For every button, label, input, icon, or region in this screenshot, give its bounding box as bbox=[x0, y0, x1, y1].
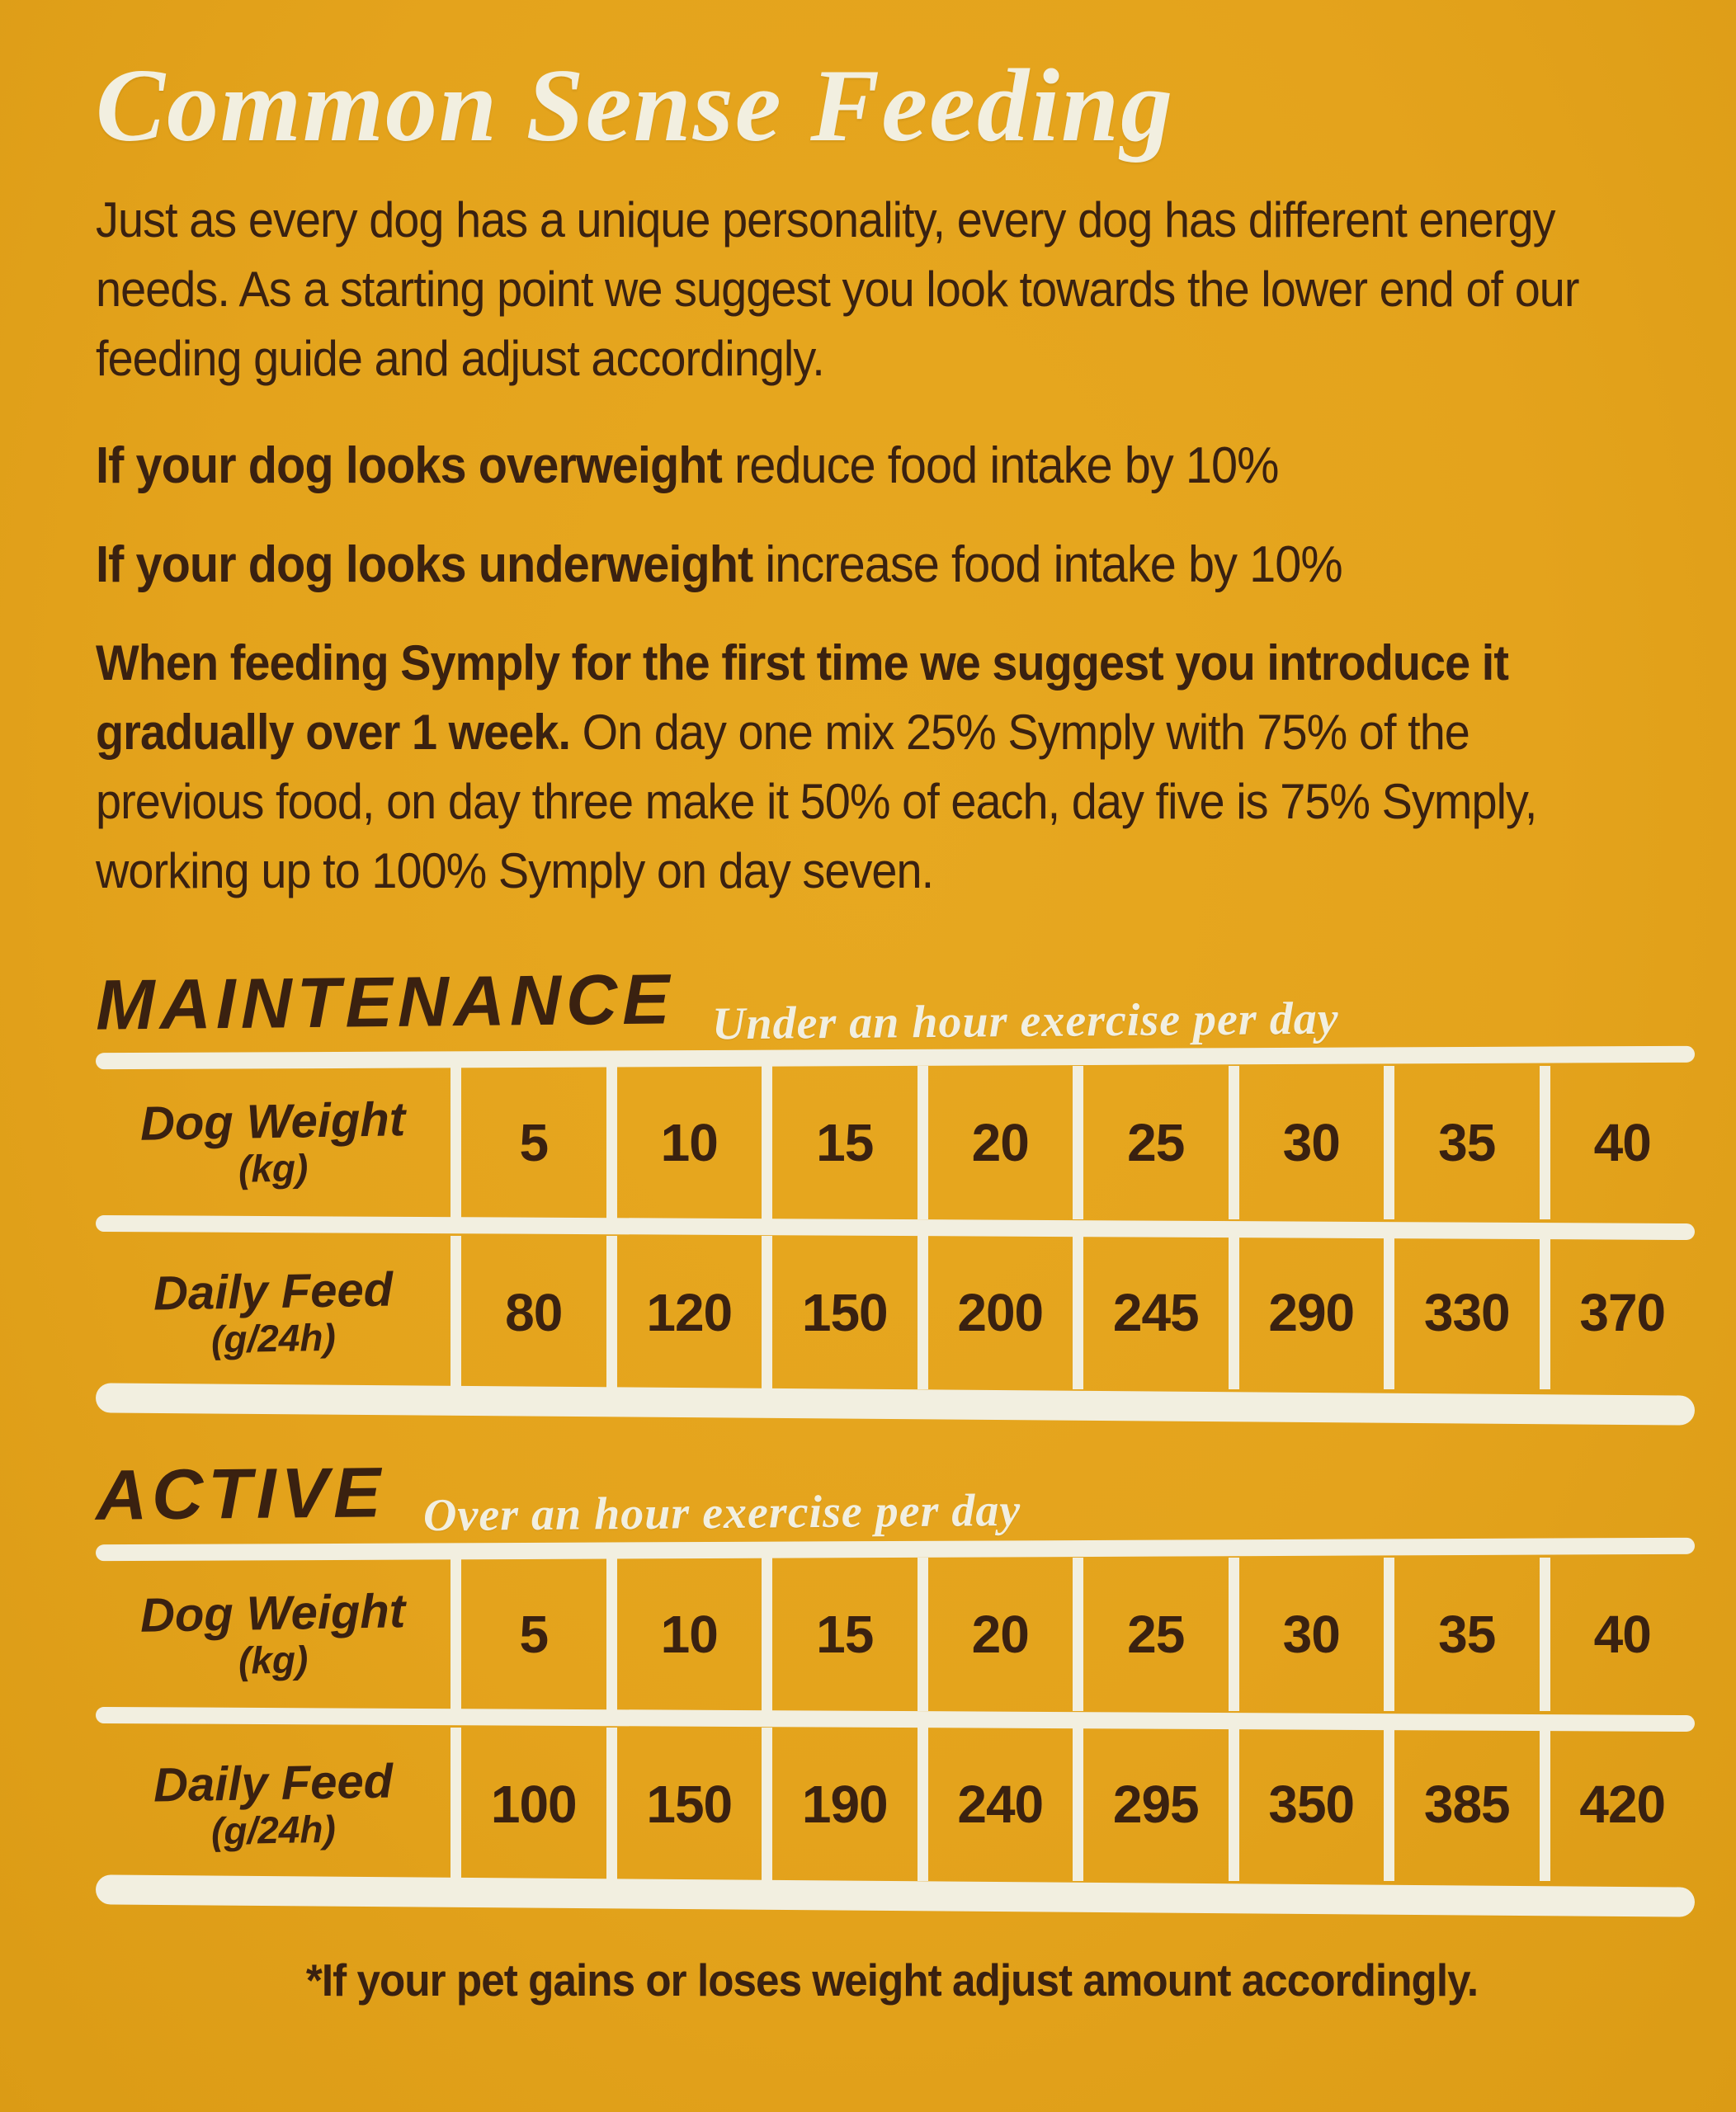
maintenance-weight-row: Dog Weight (kg) 5 10 15 20 25 30 35 40 bbox=[96, 1066, 1696, 1220]
daily-feed-label: Daily Feed (g/24h) bbox=[153, 1754, 394, 1852]
overweight-rest: reduce food intake by 10% bbox=[721, 437, 1279, 495]
feed-cell: 240 bbox=[917, 1728, 1073, 1882]
weight-cell: 5 bbox=[451, 1558, 606, 1712]
feed-cell: 150 bbox=[762, 1236, 918, 1390]
active-heading: ACTIVE bbox=[95, 1453, 386, 1536]
underweight-bold: If your dog looks underweight bbox=[96, 535, 753, 593]
maintenance-table: Dog Weight (kg) 5 10 15 20 25 30 35 40 D… bbox=[95, 1046, 1696, 1426]
overweight-note: If your dog looks overweight reduce food… bbox=[96, 431, 1688, 501]
feed-cell: 200 bbox=[917, 1236, 1073, 1390]
feed-cell: 80 bbox=[451, 1236, 606, 1390]
feed-cell: 150 bbox=[606, 1728, 762, 1882]
weight-cell: 20 bbox=[917, 1558, 1073, 1712]
daily-feed-label: Daily Feed (g/24h) bbox=[153, 1262, 394, 1360]
feed-cell: 420 bbox=[1539, 1728, 1696, 1882]
weight-cell: 35 bbox=[1384, 1066, 1540, 1220]
active-section: ACTIVE Over an hour exercise per day Dog… bbox=[95, 1453, 1696, 1918]
dog-weight-label: Dog Weight (kg) bbox=[139, 1091, 407, 1190]
intro-paragraph: Just as every dog has a unique personali… bbox=[96, 192, 1580, 387]
weight-cell: 40 bbox=[1539, 1558, 1696, 1712]
weight-cell: 15 bbox=[762, 1558, 918, 1712]
overweight-bold: If your dog looks overweight bbox=[96, 437, 723, 495]
active-table: Dog Weight (kg) 5 10 15 20 25 30 35 40 D… bbox=[95, 1538, 1696, 1918]
underweight-rest: increase food intake by 10% bbox=[752, 535, 1342, 593]
table-rule bbox=[95, 1874, 1696, 1918]
active-header: ACTIVE Over an hour exercise per day bbox=[95, 1453, 1688, 1542]
weight-cell: 25 bbox=[1073, 1558, 1229, 1712]
weight-cell: 30 bbox=[1228, 1066, 1385, 1220]
feed-cell: 100 bbox=[451, 1728, 606, 1882]
feed-cell: 370 bbox=[1539, 1236, 1696, 1390]
weight-cell: 20 bbox=[917, 1066, 1073, 1220]
active-subtitle: Over an hour exercise per day bbox=[423, 1485, 1021, 1542]
active-weight-row: Dog Weight (kg) 5 10 15 20 25 30 35 40 bbox=[96, 1558, 1696, 1712]
weight-cell: 40 bbox=[1539, 1066, 1696, 1220]
feed-cell: 350 bbox=[1228, 1728, 1385, 1882]
maintenance-header: MAINTENANCE Under an hour exercise per d… bbox=[95, 959, 1688, 1050]
dog-weight-label: Dog Weight (kg) bbox=[139, 1583, 407, 1682]
maintenance-feed-row: Daily Feed (g/24h) 80 120 150 200 245 29… bbox=[96, 1236, 1696, 1390]
table-rule bbox=[95, 1383, 1696, 1426]
footnote: *If your pet gains or loses weight adjus… bbox=[305, 1954, 1479, 2006]
feed-cell: 245 bbox=[1073, 1236, 1229, 1390]
active-feed-row: Daily Feed (g/24h) 100 150 190 240 295 3… bbox=[96, 1728, 1696, 1882]
page-title: Common Sense Feeding bbox=[96, 49, 1175, 163]
weight-cell: 5 bbox=[451, 1066, 606, 1220]
weight-cell: 10 bbox=[606, 1558, 762, 1712]
weight-cell: 30 bbox=[1228, 1558, 1385, 1712]
transition-paragraph: When feeding Symply for the first time w… bbox=[96, 629, 1623, 906]
feed-cell: 190 bbox=[762, 1728, 918, 1882]
feed-cell: 330 bbox=[1384, 1236, 1540, 1390]
feed-cell: 290 bbox=[1228, 1236, 1385, 1390]
transition-rest: On day one mix 25% Symply with 75% of th… bbox=[96, 705, 1537, 899]
feed-cell: 120 bbox=[606, 1236, 762, 1390]
weight-cell: 10 bbox=[606, 1066, 762, 1220]
weight-cell: 15 bbox=[762, 1066, 918, 1220]
transition-bold: When feeding Symply for the first time w… bbox=[96, 635, 1509, 761]
feed-cell: 385 bbox=[1384, 1728, 1540, 1882]
maintenance-subtitle: Under an hour exercise per day bbox=[712, 993, 1340, 1050]
weight-cell: 25 bbox=[1073, 1066, 1229, 1220]
feed-cell: 295 bbox=[1073, 1728, 1229, 1882]
maintenance-heading: MAINTENANCE bbox=[95, 959, 675, 1046]
underweight-note: If your dog looks underweight increase f… bbox=[96, 530, 1688, 600]
weight-cell: 35 bbox=[1384, 1558, 1540, 1712]
